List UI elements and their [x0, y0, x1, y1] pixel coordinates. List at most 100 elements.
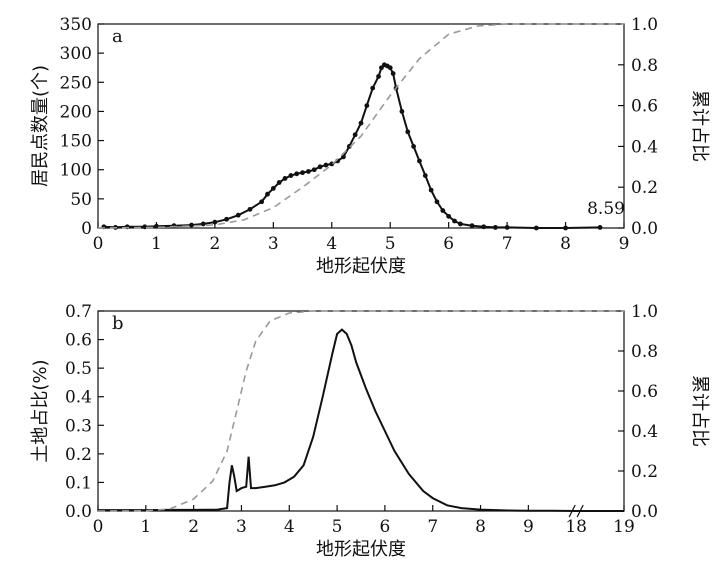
- data-point: [288, 173, 294, 178]
- x-tick-label: 19: [613, 517, 635, 537]
- y-tick-label: 50: [70, 190, 92, 210]
- x-tick-label: 3: [268, 234, 279, 254]
- y-tick-label: 0.4: [65, 388, 92, 408]
- data-point: [563, 225, 568, 231]
- panel-a: 0 1 2 3 4 5 6 7 8 9 0 50 100 150 200 250 300 350 0.0 0.2 0.4…: [30, 15, 710, 277]
- x-axis-label: 地形起伏度: [316, 539, 406, 560]
- y-tick-label: 0.2: [65, 445, 92, 465]
- y-tick-label: 0.1: [65, 473, 92, 493]
- cumulative-line: [97, 23, 624, 229]
- y2-tick-label: 0.6: [631, 382, 658, 402]
- data-point: [452, 218, 457, 224]
- data-point: [282, 176, 288, 181]
- data-point: [379, 65, 384, 71]
- x-tick-label: 7: [427, 517, 438, 537]
- data-point: [597, 225, 603, 230]
- x-tick-label: 5: [385, 234, 396, 254]
- y-tick-label: 300: [60, 44, 92, 64]
- x-tick-label: 3: [236, 517, 247, 537]
- y-axis-label: 土地占比(%): [30, 359, 51, 462]
- data-point: [306, 169, 311, 174]
- data-point: [259, 199, 265, 205]
- data-point: [457, 221, 463, 227]
- data-point: [446, 213, 452, 219]
- data-point: [469, 223, 475, 229]
- y-tick-label: 0.3: [65, 416, 92, 436]
- data-point: [311, 167, 317, 173]
- y-tick-label: 200: [60, 102, 92, 122]
- cumulative-line: [97, 310, 624, 512]
- y2-tick-label: 0.2: [631, 178, 658, 198]
- x-tick-label: 2: [209, 234, 220, 254]
- data-point: [493, 225, 498, 230]
- data-point: [270, 185, 276, 191]
- data-point: [276, 180, 282, 185]
- data-point: [399, 109, 405, 114]
- data-point: [154, 223, 159, 229]
- data-point: [352, 132, 358, 138]
- data-point: [370, 85, 376, 91]
- y-tick-label: 150: [60, 132, 92, 152]
- plot-frame: [97, 310, 625, 512]
- panel-label: b: [112, 313, 124, 334]
- data-point: [265, 191, 270, 197]
- data-point: [417, 158, 422, 164]
- series-line: [103, 63, 601, 229]
- x-axis-label: 地形起伏度: [316, 256, 406, 277]
- data-point: [440, 208, 446, 213]
- data-point: [422, 173, 428, 178]
- x-tick-label: 0: [93, 517, 104, 537]
- y-tick-label: 250: [60, 73, 92, 93]
- y2-tick-label: 0.6: [631, 97, 658, 117]
- x-tick-label: 5: [332, 517, 343, 537]
- data-point: [481, 224, 487, 230]
- data-point: [300, 170, 305, 176]
- data-point: [142, 224, 148, 230]
- data-point: [364, 103, 370, 108]
- data-point: [387, 65, 393, 71]
- y2-tick-label: 1.0: [631, 15, 658, 35]
- y2-tick-label: 0.0: [631, 502, 658, 522]
- data-point: [294, 171, 300, 177]
- y-tick-label: 0.5: [65, 359, 92, 379]
- x-tick-label: 4: [284, 517, 295, 537]
- data-point: [341, 154, 346, 160]
- y-tick-label: 350: [60, 15, 92, 35]
- y2-tick-label: 0.8: [631, 342, 658, 362]
- y2-tick-label: 0.0: [631, 219, 658, 239]
- data-point: [212, 219, 218, 225]
- y2-tick-label: 0.4: [631, 137, 658, 157]
- y-axis-label: 居民点数量(个): [30, 65, 51, 187]
- data-point: [428, 187, 434, 193]
- data-point: [504, 225, 510, 230]
- x-tick-label: 2: [188, 517, 199, 537]
- data-point: [189, 222, 194, 228]
- data-point: [235, 212, 241, 218]
- data-point: [346, 144, 352, 149]
- data-point: [405, 129, 411, 135]
- data-point: [411, 144, 416, 149]
- data-point: [323, 162, 329, 168]
- y2-tick-label: 0.2: [631, 462, 658, 482]
- y2-axis-label: 累计占比: [689, 90, 710, 162]
- x-tick-label: 4: [326, 234, 337, 254]
- data-point: [200, 221, 206, 227]
- y-tick-label: 0.7: [65, 302, 92, 322]
- y-tick-label: 100: [60, 161, 92, 181]
- series-line: [98, 328, 624, 512]
- y-tick-label: 0: [81, 219, 92, 239]
- data-point: [533, 225, 539, 231]
- y-tick-label: 0.0: [65, 502, 92, 522]
- y-tick-label: 0.6: [65, 331, 92, 351]
- data-point: [317, 164, 323, 170]
- data-point: [358, 120, 364, 126]
- x-tick-label: 6: [443, 234, 454, 254]
- x-tick-label: 7: [502, 234, 513, 254]
- x-tick-label: 9: [523, 517, 534, 537]
- plot-frame: [97, 23, 625, 229]
- x-tick-label: 6: [379, 517, 390, 537]
- y2-axis-label: 累计占比: [689, 375, 710, 447]
- data-point: [376, 74, 381, 79]
- x-tick-label: 1: [151, 234, 162, 254]
